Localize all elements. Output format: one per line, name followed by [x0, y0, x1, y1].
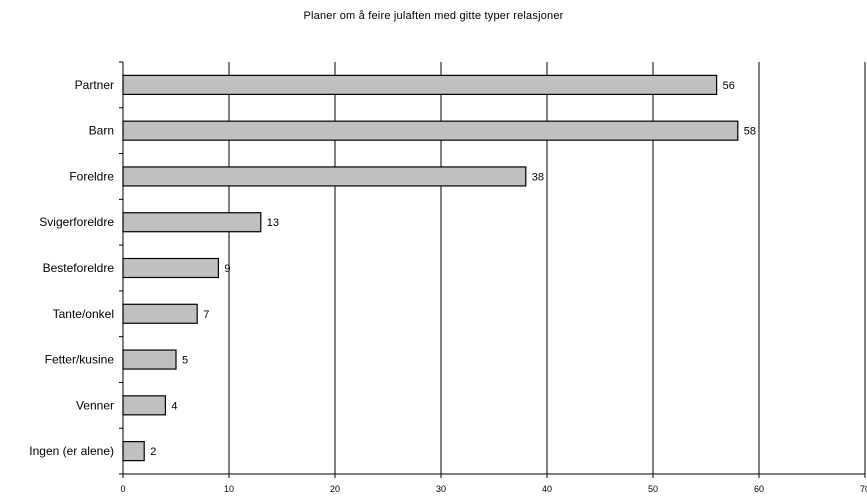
- bar: [122, 120, 739, 141]
- data-label: 7: [203, 309, 209, 321]
- data-label: 56: [723, 80, 735, 92]
- x-tick-label: 60: [754, 484, 764, 494]
- category-label: Venner: [76, 398, 114, 412]
- data-label: 13: [267, 217, 279, 229]
- category-label: Svigerforeldre: [39, 215, 114, 229]
- data-label: 2: [150, 446, 156, 458]
- x-tick-label: 40: [542, 484, 552, 494]
- category-label: Foreldre: [69, 169, 114, 183]
- data-label: 58: [744, 126, 756, 138]
- x-tick-label: 30: [436, 484, 446, 494]
- chart-title: Planer om å feire julaften med gitte typ…: [303, 10, 564, 22]
- x-tick-label: 0: [120, 484, 125, 494]
- bar: [122, 395, 167, 416]
- data-label: 5: [182, 355, 188, 367]
- data-label: 9: [224, 263, 230, 275]
- category-label: Ingen (er alene): [29, 444, 114, 458]
- x-tick-label: 50: [648, 484, 658, 494]
- category-label: Barn: [89, 124, 114, 138]
- category-label: Partner: [75, 78, 114, 92]
- x-tick-label: 10: [224, 484, 234, 494]
- bar: [122, 212, 262, 233]
- bar: [122, 349, 177, 370]
- data-label: 4: [171, 400, 177, 412]
- bar: [122, 257, 220, 279]
- category-label: Fetter/kusine: [45, 353, 115, 367]
- category-label: Besteforeldre: [43, 261, 115, 275]
- x-tick-label: 70: [860, 484, 867, 494]
- bar: [122, 74, 718, 95]
- bar: [122, 303, 198, 324]
- bar: [122, 166, 527, 187]
- data-label: 38: [532, 171, 544, 183]
- bar: [122, 441, 145, 462]
- x-tick-label: 20: [330, 484, 340, 494]
- category-label: Tante/onkel: [53, 307, 114, 321]
